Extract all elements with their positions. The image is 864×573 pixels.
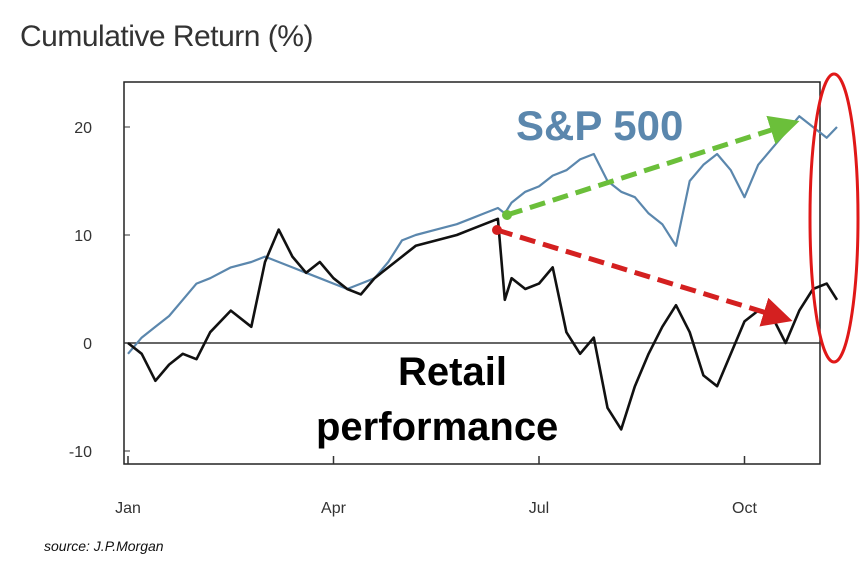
x-axis-ticks: Jan Apr Jul Oct	[115, 456, 758, 517]
y-tick-label: -10	[69, 444, 92, 461]
retail-trend-arrow	[496, 227, 793, 327]
retail-label-line1: Retail	[398, 350, 507, 394]
series-line-retail	[127, 217, 839, 431]
chart-title: Cumulative Return (%)	[20, 20, 313, 53]
source-note: source: J.P.Morgan	[44, 538, 164, 554]
y-tick-label: 20	[74, 120, 92, 137]
y-tick-label: 10	[74, 228, 92, 245]
y-tick-label: 0	[83, 336, 92, 353]
sp500-trend-start-dot	[502, 210, 512, 220]
series-line-sp500	[127, 115, 838, 355]
x-tick-label: Oct	[732, 500, 757, 517]
x-tick-label: Apr	[321, 500, 347, 517]
sp500-label: S&P 500	[516, 102, 683, 149]
retail-label-line2: performance	[316, 405, 558, 449]
y-axis-ticks: 20 10 0 -10	[69, 120, 130, 461]
x-tick-label: Jul	[529, 500, 549, 517]
x-tick-label: Jan	[115, 500, 141, 517]
sp500-trend-arrow	[506, 115, 800, 218]
retail-trend-start-dot	[492, 225, 502, 235]
plot-frame	[123, 81, 821, 465]
recent-period-highlight-ellipse	[808, 72, 860, 364]
